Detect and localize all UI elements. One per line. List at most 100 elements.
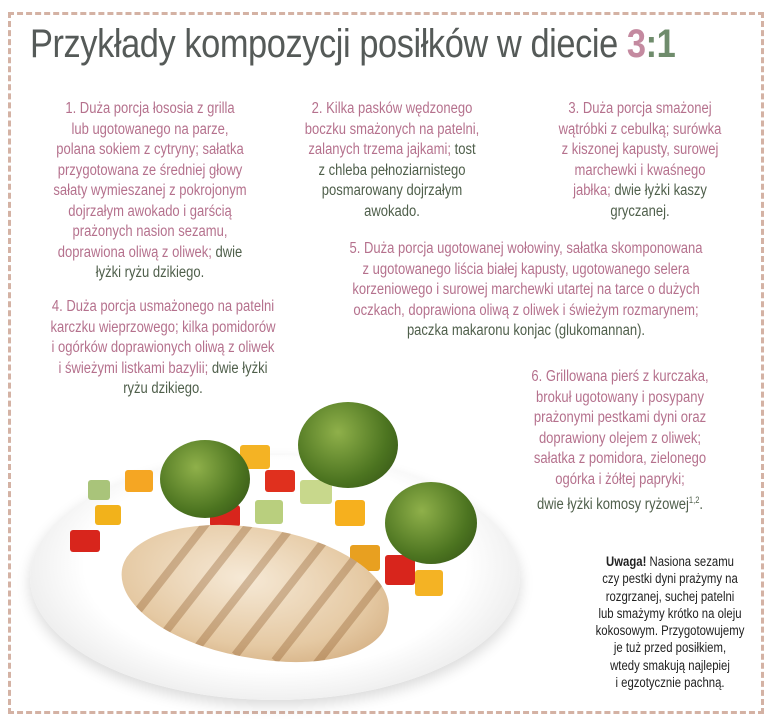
meal-line: korzeniowego i surowej marchewki utartej… bbox=[350, 280, 703, 301]
protein-fat-text: i świeżymi listkami bazylii; bbox=[58, 359, 212, 377]
protein-fat-text: zalanych trzema jajkami; bbox=[308, 141, 455, 158]
pepper-piece bbox=[415, 570, 443, 596]
protein-fat-text: karczku wieprzowego; kilka pomidorów bbox=[50, 318, 276, 336]
protein-fat-text: 2. Kilka pasków wędzonego bbox=[311, 100, 473, 117]
broccoli bbox=[385, 482, 477, 564]
carb-text: z chleba pełnoziarnistego bbox=[318, 161, 466, 179]
note-line: je tuż przed posiłkiem, bbox=[613, 640, 727, 656]
protein-fat-text: sałaty wymieszanej z pokrojonym bbox=[53, 182, 247, 199]
meal-6: 6. Grillowana pierś z kurczaka, brokuł ug… bbox=[531, 367, 708, 516]
meal-line: boczku smażonych na patelni, bbox=[305, 120, 479, 141]
dashed-border-frame bbox=[8, 12, 764, 714]
note-line: rozgrzanej, suchej patelni bbox=[605, 588, 735, 604]
ratio-protein: 3 bbox=[626, 22, 646, 66]
protein-fat-text: doprawiona oliwą z oliwek; bbox=[57, 243, 216, 261]
note-heading: Uwaga! bbox=[606, 554, 647, 569]
meal-line: z ugotowanego liścia białej kapusty, ugo… bbox=[350, 260, 703, 281]
carb-text: dwie łyżki bbox=[211, 359, 268, 377]
protein-fat-text: boczku smażonych na patelni, bbox=[304, 120, 480, 138]
ratio-carbs: 1 bbox=[656, 22, 676, 66]
carb-text: posmarowany dojrzałym bbox=[321, 182, 463, 199]
meal-line: i świeżymi listkami bazylii; dwie łyżki bbox=[50, 359, 275, 380]
meal-line: 4. Duża porcja usmażonego na patelni bbox=[50, 297, 275, 318]
protein-fat-text: marchewki i kwaśnego bbox=[574, 161, 706, 179]
meal-line: sałaty wymieszanej z pokrojonym bbox=[53, 181, 246, 202]
meal-line: z kiszonej kapusty, surowej bbox=[559, 140, 722, 161]
page-title: Przykłady kompozycji posiłków w diecie 3… bbox=[30, 22, 676, 67]
meal-line: 2. Kilka pasków wędzonego bbox=[305, 99, 479, 120]
ratio-separator: : bbox=[645, 22, 657, 66]
carb-text: awokado. bbox=[364, 202, 420, 220]
meal-line: posmarowany dojrzałym bbox=[305, 181, 479, 202]
carb-text: łyżki ryżu dzikiego. bbox=[95, 264, 205, 281]
zucchini-piece bbox=[255, 500, 283, 524]
protein-fat-text: wątróbki z cebulką; surówka bbox=[558, 120, 722, 138]
meal-line: z chleba pełnoziarnistego bbox=[305, 161, 479, 182]
carb-text: ryżu dzikiego. bbox=[123, 380, 203, 397]
pepper-piece bbox=[70, 530, 100, 552]
protein-fat-text: i ogórków doprawionych oliwą z oliwek bbox=[51, 339, 275, 356]
protein-fat-text: 1. Duża porcja łososia z grilla bbox=[65, 100, 235, 117]
meal-line: lub ugotowanego na parze, bbox=[53, 120, 246, 141]
note-line: wtedy smakują najlepiej bbox=[610, 657, 730, 673]
meal-line: 6. Grillowana pierś z kurczaka, bbox=[531, 367, 708, 388]
meal-line: przygotowana ze średniej głowy bbox=[53, 161, 246, 182]
carb-text: paczka makaronu konjac (glukomannan). bbox=[406, 322, 646, 339]
carb-text: dwie łyżki kaszy bbox=[614, 182, 707, 199]
meal-line: polana sokiem z cytryny; sałatka bbox=[53, 140, 246, 161]
protein-fat-text: brokuł ugotowany i posypany bbox=[536, 388, 704, 406]
carb-text: . bbox=[699, 496, 704, 514]
protein-fat-text: prażonych nasion sezamu, bbox=[72, 223, 228, 240]
meal-2: 2. Kilka pasków wędzonego boczku smażonyc… bbox=[305, 99, 479, 222]
meal-line: sałatka z pomidora, zielonego bbox=[531, 449, 708, 470]
note-line: i egzotycznie pachną. bbox=[615, 675, 725, 691]
pepper-piece bbox=[125, 470, 153, 492]
pepper-piece bbox=[265, 470, 295, 492]
meal-line: łyżki ryżu dzikiego. bbox=[53, 263, 246, 284]
protein-fat-text: dojrzałym awokado i garścią bbox=[68, 202, 232, 220]
protein-fat-text: lub ugotowanego na parze, bbox=[71, 120, 229, 138]
meal-line: prażonymi pestkami dyni oraz bbox=[531, 408, 708, 429]
meal-line: dojrzałym awokado i garścią bbox=[53, 202, 246, 223]
meal-line: 3. Duża porcja smażonej bbox=[559, 99, 722, 120]
meal-3: 3. Duża porcja smażonej wątróbki z cebulk… bbox=[559, 99, 722, 222]
meal-line: 5. Duża porcja ugotowanej wołowiny, sała… bbox=[350, 239, 703, 260]
note-text: Nasiona sezamu bbox=[646, 554, 734, 569]
meal-line: marchewki i kwaśnego bbox=[559, 161, 722, 182]
protein-fat-text: sałatka z pomidora, zielonego bbox=[533, 450, 707, 467]
protein-fat-text: korzeniowego i surowej marchewki utartej… bbox=[352, 281, 700, 298]
protein-fat-text: 5. Duża porcja ugotowanej wołowiny, sała… bbox=[349, 240, 703, 257]
note-line: lub smażymy krótko na oleju bbox=[598, 605, 742, 621]
meal-line: zalanych trzema jajkami; tost bbox=[305, 140, 479, 161]
meal-line: ogórka i żółtej papryki; bbox=[531, 470, 708, 491]
meal-line: karczku wieprzowego; kilka pomidorów bbox=[50, 318, 275, 339]
pepper-piece bbox=[95, 505, 121, 525]
carb-text: gryczanej. bbox=[610, 202, 670, 220]
meal-5: 5. Duża porcja ugotowanej wołowiny, sała… bbox=[350, 239, 703, 342]
note-line: kokosowym. Przygotowujemy bbox=[595, 623, 745, 639]
meal-line: prażonych nasion sezamu, bbox=[53, 222, 246, 243]
carb-text: dwie łyżki komosy ryżowej bbox=[536, 496, 689, 514]
protein-fat-text: z ugotowanego liścia białej kapusty, ugo… bbox=[362, 260, 690, 278]
meal-line: wątróbki z cebulką; surówka bbox=[559, 120, 722, 141]
meal-line: jabłka; dwie łyżki kaszy bbox=[559, 181, 722, 202]
broccoli bbox=[160, 440, 250, 518]
pepper-piece bbox=[385, 555, 415, 585]
protein-fat-text: doprawiony olejem z oliwek; bbox=[538, 429, 702, 447]
meal-line: paczka makaronu konjac (glukomannan). bbox=[350, 321, 703, 342]
zucchini-piece bbox=[88, 480, 110, 500]
carb-text: dwie bbox=[215, 243, 243, 261]
meal-1: 1. Duża porcja łososia z grilla lub ugoto… bbox=[53, 99, 246, 284]
pepper-piece bbox=[335, 500, 365, 526]
protein-fat-text: 6. Grillowana pierś z kurczaka, bbox=[531, 368, 709, 385]
meal-4: 4. Duża porcja usmażonego na patelni karc… bbox=[50, 297, 275, 400]
title-text: Przykłady kompozycji posiłków w diecie bbox=[30, 22, 627, 66]
meal-line: i ogórków doprawionych oliwą z oliwek bbox=[50, 338, 275, 359]
protein-fat-text: 4. Duża porcja usmażonego na patelni bbox=[51, 298, 275, 315]
meal-line: brokuł ugotowany i posypany bbox=[531, 388, 708, 409]
protein-fat-text: polana sokiem z cytryny; sałatka bbox=[56, 141, 244, 158]
meal-line: 1. Duża porcja łososia z grilla bbox=[53, 99, 246, 120]
protein-fat-text: z kiszonej kapusty, surowej bbox=[561, 141, 719, 158]
carb-text: tost bbox=[454, 141, 476, 158]
meal-line: gryczanej. bbox=[559, 202, 722, 223]
